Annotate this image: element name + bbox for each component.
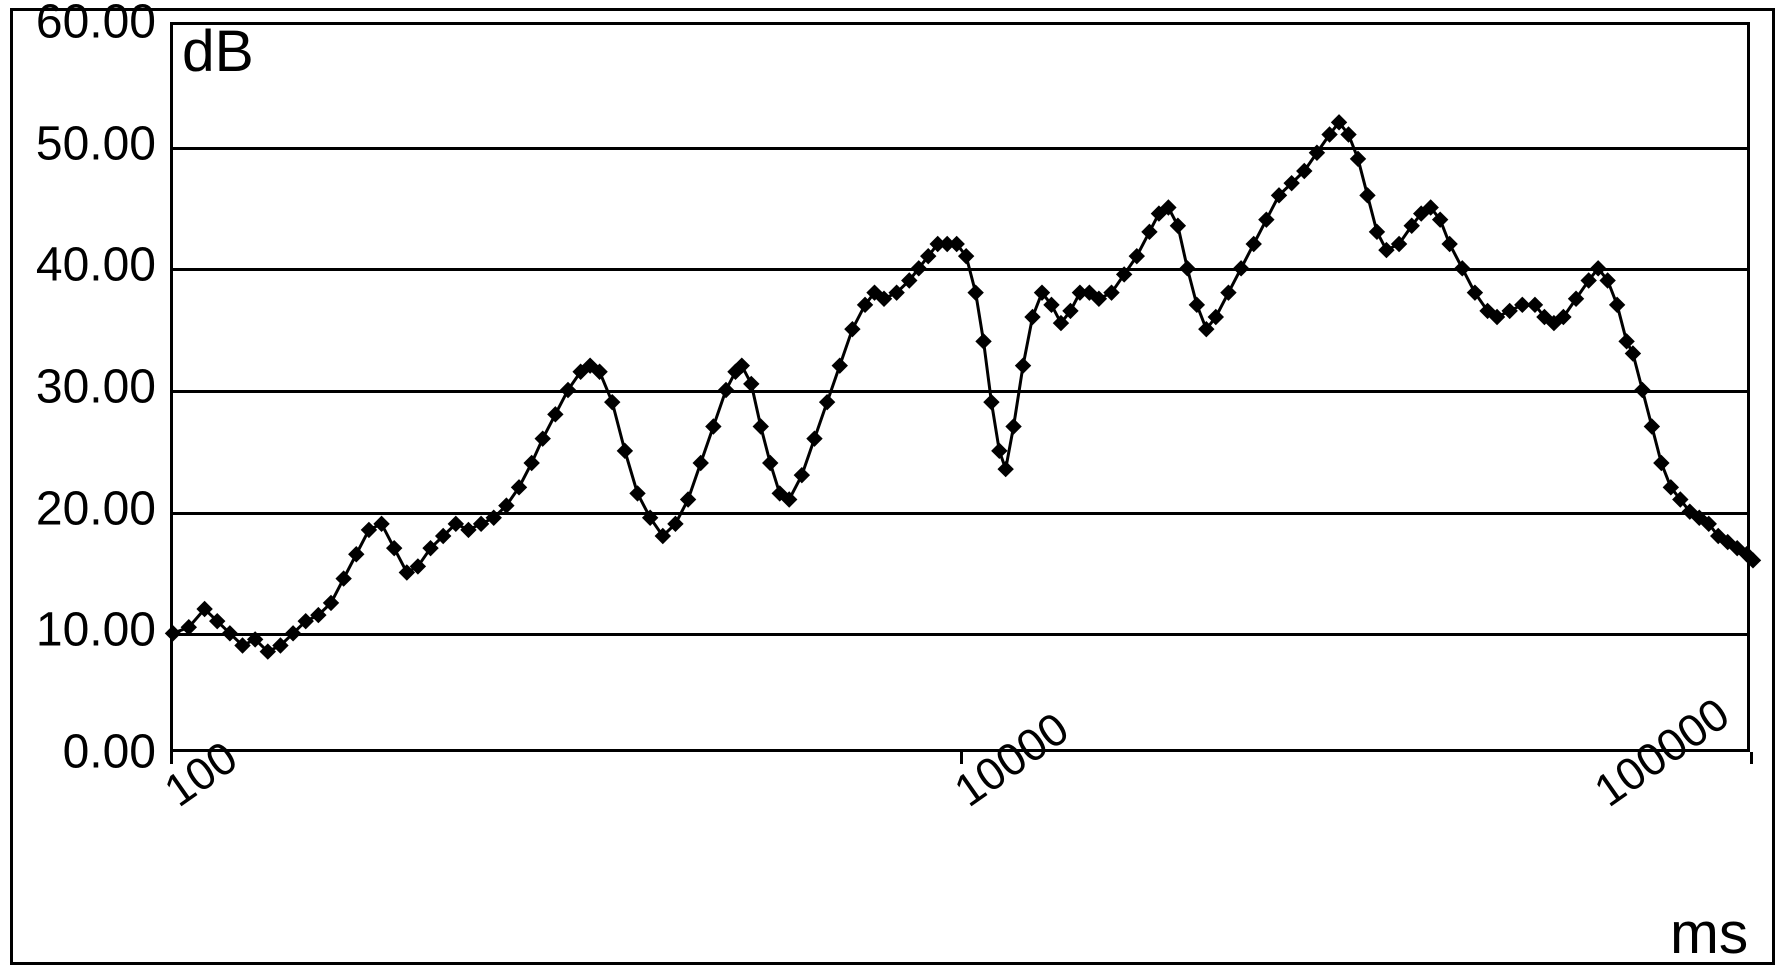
series-marker bbox=[387, 541, 402, 556]
series-marker bbox=[763, 456, 778, 471]
series-marker bbox=[984, 395, 999, 410]
series-marker bbox=[361, 522, 376, 537]
series-marker bbox=[1189, 297, 1204, 312]
series-marker bbox=[349, 547, 364, 562]
series-marker bbox=[535, 431, 550, 446]
series-marker bbox=[845, 322, 860, 337]
series-marker bbox=[630, 486, 645, 501]
y-tick-label: 60.00 bbox=[36, 0, 156, 50]
series-marker bbox=[992, 443, 1007, 458]
y-axis-label: dB bbox=[182, 18, 254, 85]
gridline bbox=[173, 390, 1747, 393]
series-marker bbox=[1142, 224, 1157, 239]
series-marker bbox=[1006, 419, 1021, 434]
series-marker bbox=[336, 571, 351, 586]
series-marker bbox=[1360, 188, 1375, 203]
y-tick-label: 50.00 bbox=[36, 116, 156, 171]
series-marker bbox=[1379, 243, 1394, 258]
y-tick-label: 0.00 bbox=[63, 725, 156, 780]
x-tick-mark bbox=[1750, 752, 1753, 764]
series-marker bbox=[706, 419, 721, 434]
x-axis-label: ms bbox=[1670, 900, 1748, 967]
series-marker bbox=[1221, 285, 1236, 300]
gridline bbox=[173, 512, 1747, 515]
gridline bbox=[173, 633, 1747, 636]
series-marker bbox=[832, 358, 847, 373]
chart-container: dB ms 0.00 10.00 20.00 30.00 40.00 50.00 60.00… bbox=[0, 0, 1785, 973]
series-marker bbox=[1259, 212, 1274, 227]
series-marker bbox=[1351, 151, 1366, 166]
series-marker bbox=[1654, 456, 1669, 471]
series-marker bbox=[807, 431, 822, 446]
series-marker bbox=[693, 456, 708, 471]
series-marker bbox=[548, 407, 563, 422]
series-marker bbox=[1025, 310, 1040, 325]
series-marker bbox=[681, 492, 696, 507]
y-tick-label: 40.00 bbox=[36, 238, 156, 293]
series-marker bbox=[1502, 303, 1517, 318]
gridline bbox=[173, 147, 1747, 150]
series-marker bbox=[1644, 419, 1659, 434]
series-marker bbox=[1442, 237, 1457, 252]
series-marker bbox=[820, 395, 835, 410]
y-tick-label: 20.00 bbox=[36, 481, 156, 536]
gridline bbox=[173, 268, 1747, 271]
series-marker bbox=[1016, 358, 1031, 373]
series-marker bbox=[1610, 297, 1625, 312]
series-marker bbox=[474, 516, 489, 531]
series-marker bbox=[374, 516, 389, 531]
plot-area bbox=[170, 22, 1750, 752]
series-marker bbox=[794, 468, 809, 483]
series-marker bbox=[976, 334, 991, 349]
series-marker bbox=[1170, 218, 1185, 233]
series-marker bbox=[524, 456, 539, 471]
series-marker bbox=[968, 285, 983, 300]
y-tick-label: 30.00 bbox=[36, 360, 156, 415]
series-marker bbox=[1246, 237, 1261, 252]
series-marker bbox=[753, 419, 768, 434]
series-marker bbox=[605, 395, 620, 410]
y-tick-label: 10.00 bbox=[36, 603, 156, 658]
series-marker bbox=[998, 462, 1013, 477]
series-marker bbox=[617, 443, 632, 458]
series-marker bbox=[461, 522, 476, 537]
series-marker bbox=[1369, 224, 1384, 239]
